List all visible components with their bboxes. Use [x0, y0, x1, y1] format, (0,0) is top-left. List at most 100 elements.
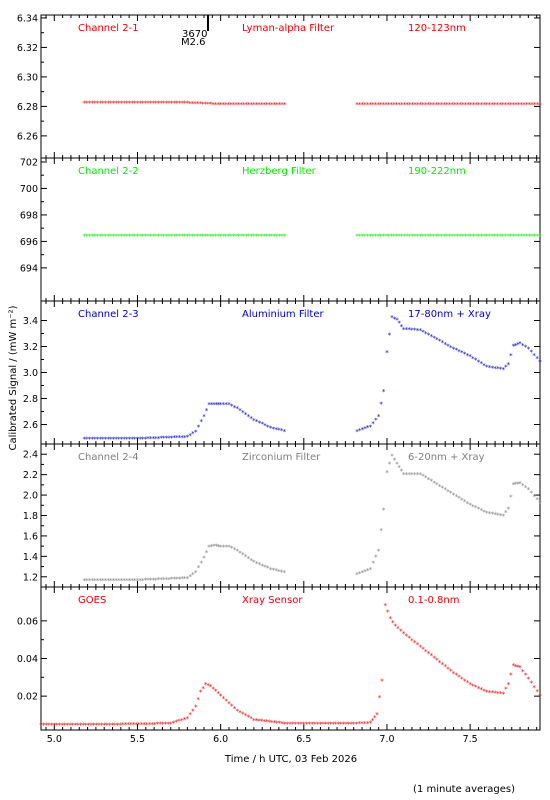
data-point: * [402, 471, 406, 479]
data-point: * [396, 625, 400, 633]
data-point: * [153, 721, 157, 729]
data-point: * [536, 232, 540, 240]
data-point: * [480, 232, 484, 240]
data-point: * [255, 418, 259, 426]
data-point: * [149, 100, 153, 108]
data-point: * [149, 577, 153, 585]
data-point: * [377, 413, 381, 421]
data-point: * [344, 721, 348, 729]
data-point: * [278, 101, 282, 109]
data-point: * [112, 232, 116, 240]
data-point: * [209, 101, 213, 109]
data-point: * [538, 358, 542, 366]
data-point: * [214, 101, 218, 109]
data-point: * [260, 718, 264, 726]
data-point: * [455, 672, 459, 680]
data-point: * [191, 232, 195, 240]
data-point: * [188, 432, 192, 440]
data-point: * [432, 232, 436, 240]
data-point: * [93, 436, 97, 444]
data-point: * [98, 100, 102, 108]
data-point: * [164, 721, 168, 729]
data-point: * [358, 101, 362, 109]
data-point: * [496, 690, 500, 698]
data-point: * [504, 101, 508, 109]
data-point: * [334, 721, 338, 729]
data-point: * [530, 680, 534, 688]
data-point: * [432, 654, 436, 662]
data-point: * [373, 714, 377, 722]
data-point: * [280, 569, 284, 577]
data-point: * [374, 232, 378, 240]
channel-label: Xray Sensor [242, 595, 303, 606]
data-point: * [388, 332, 392, 340]
data-point: * [424, 330, 428, 338]
data-point: * [297, 721, 301, 729]
data-point: * [421, 101, 425, 109]
data-point: * [453, 101, 457, 109]
data-point: * [270, 101, 274, 109]
data-point: * [371, 717, 375, 725]
data-point: * [108, 721, 112, 729]
data-point: * [366, 232, 370, 240]
data-point: * [141, 435, 145, 443]
data-point: * [149, 232, 153, 240]
data-point: * [395, 232, 399, 240]
data-point: * [280, 427, 284, 435]
data-point: * [255, 717, 259, 725]
data-point: * [413, 471, 417, 479]
data-point: * [224, 232, 228, 240]
data-point: * [361, 426, 365, 434]
data-point: * [443, 486, 447, 494]
panel-frame [40, 586, 541, 731]
data-point: * [524, 484, 528, 492]
data-point: * [502, 366, 506, 374]
channel-label: Lyman-alpha Filter [242, 23, 335, 34]
channel-label: Channel 2-2 [78, 166, 139, 177]
y-tick-label: 700 [20, 184, 38, 195]
data-point: * [191, 430, 195, 438]
data-point: * [128, 100, 132, 108]
data-point: * [277, 427, 281, 435]
data-point: * [165, 100, 169, 108]
footnote: (1 minute averages) [413, 784, 515, 795]
data-point: * [136, 577, 140, 585]
data-point: * [255, 232, 259, 240]
data-point: * [198, 232, 202, 240]
data-point: * [413, 101, 417, 109]
data-point: * [509, 672, 513, 680]
data-point: * [368, 232, 372, 240]
data-point: * [466, 500, 470, 508]
data-point: * [397, 232, 401, 240]
data-point: * [93, 100, 97, 108]
data-point: * [291, 721, 295, 729]
data-point: * [437, 101, 441, 109]
data-point: * [456, 232, 460, 240]
data-point: * [374, 554, 378, 562]
data-point: * [172, 720, 176, 728]
data-point: * [269, 425, 273, 433]
data-point: * [421, 329, 425, 337]
data-point: * [347, 721, 351, 729]
y-tick-label: 696 [20, 237, 38, 248]
data-point: * [146, 232, 150, 240]
data-point: * [358, 570, 362, 578]
data-point: * [400, 467, 404, 475]
data-point: * [517, 101, 521, 109]
data-point: * [112, 577, 116, 585]
data-point: * [376, 232, 380, 240]
data-point: * [197, 423, 201, 431]
y-tick-label: 0.06 [17, 616, 38, 627]
data-point: * [395, 101, 399, 109]
data-point: * [144, 435, 148, 443]
channel-label: Channel 2-1 [78, 23, 139, 34]
data-point: * [142, 721, 146, 729]
data-point: * [241, 409, 245, 417]
data-point: * [363, 720, 367, 728]
data-point: * [165, 576, 169, 584]
data-point: * [275, 232, 279, 240]
data-point: * [509, 101, 513, 109]
data-point: * [366, 101, 370, 109]
data-point: * [410, 471, 414, 479]
x-tick-label: 5.0 [47, 734, 62, 745]
